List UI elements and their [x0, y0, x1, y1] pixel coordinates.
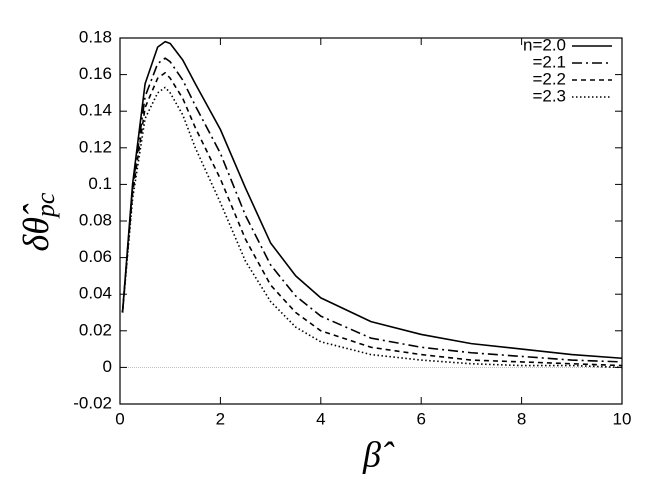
x-tick-label: 6	[416, 409, 425, 428]
y-tick-label: 0.18	[79, 27, 112, 46]
y-axis-label-sub: pc	[31, 192, 60, 219]
legend-label: n=2.0	[523, 35, 566, 54]
x-tick-label: 8	[517, 409, 526, 428]
legend-label: =2.2	[532, 69, 566, 88]
x-tick-label: 4	[316, 409, 325, 428]
line-series	[121, 40, 623, 360]
y-axis-label: δθ̂pc	[16, 192, 60, 251]
y-tick-label: -0.02	[73, 393, 112, 412]
y-tick-label: 0.1	[88, 174, 112, 193]
y-tick-label: 0	[103, 357, 112, 376]
y-tick-label: 0.06	[79, 247, 112, 266]
y-tick-label: 0.02	[79, 320, 112, 339]
y-tick-label: 0.08	[79, 210, 112, 229]
legend-label: =2.1	[532, 52, 566, 71]
x-axis-label: β̂	[362, 434, 395, 474]
x-tick-label: 10	[613, 409, 632, 428]
line-series	[121, 71, 623, 367]
x-tick-label: 2	[216, 409, 225, 428]
y-tick-label: 0.14	[79, 101, 112, 120]
y-tick-label: 0.16	[79, 64, 112, 83]
legend-label: =2.3	[532, 86, 566, 105]
line-series	[121, 86, 623, 369]
x-tick-label: 0	[115, 409, 124, 428]
plot-frame	[119, 37, 623, 405]
y-tick-label: 0.04	[79, 284, 112, 303]
y-tick-label: 0.12	[79, 137, 112, 156]
line-series	[121, 57, 623, 363]
